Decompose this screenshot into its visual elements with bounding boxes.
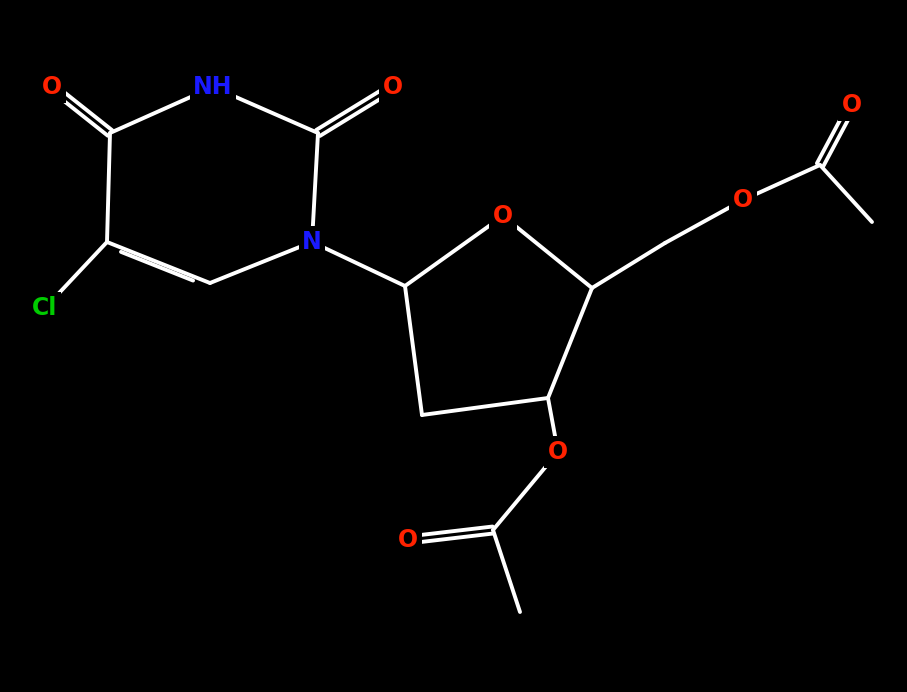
Text: O: O bbox=[842, 93, 862, 117]
Text: O: O bbox=[548, 440, 568, 464]
Text: NH: NH bbox=[193, 75, 233, 99]
Text: N: N bbox=[302, 230, 322, 254]
Text: O: O bbox=[398, 528, 418, 552]
Text: O: O bbox=[493, 204, 513, 228]
Text: O: O bbox=[733, 188, 753, 212]
Text: O: O bbox=[383, 75, 403, 99]
Text: O: O bbox=[42, 75, 62, 99]
Text: Cl: Cl bbox=[33, 296, 58, 320]
